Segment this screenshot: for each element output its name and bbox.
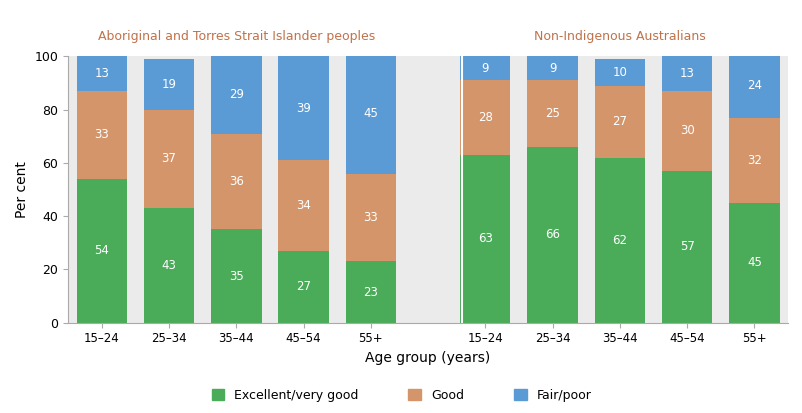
Bar xyxy=(527,56,577,80)
Bar xyxy=(460,56,510,80)
Bar xyxy=(661,56,711,91)
Bar xyxy=(728,118,779,203)
Text: 27: 27 xyxy=(296,280,310,293)
Bar xyxy=(728,54,779,118)
Text: Non-Indigenous Australians: Non-Indigenous Australians xyxy=(533,30,705,43)
Text: 57: 57 xyxy=(678,240,694,253)
Text: 25: 25 xyxy=(545,107,559,120)
Bar xyxy=(278,251,329,323)
Text: 9: 9 xyxy=(548,62,556,75)
Bar xyxy=(460,80,510,155)
Text: 45: 45 xyxy=(363,107,378,120)
Bar xyxy=(661,171,711,323)
X-axis label: Age group (years): Age group (years) xyxy=(365,351,490,365)
Text: 30: 30 xyxy=(678,124,694,138)
Text: 66: 66 xyxy=(545,228,559,241)
Legend: Excellent/very good, Good, Fair/poor: Excellent/very good, Good, Fair/poor xyxy=(206,384,596,407)
Text: 33: 33 xyxy=(95,128,109,141)
Text: 24: 24 xyxy=(746,79,761,92)
Bar xyxy=(527,80,577,147)
Text: 33: 33 xyxy=(363,211,378,224)
Text: 63: 63 xyxy=(477,232,492,245)
Bar xyxy=(345,54,395,173)
Bar xyxy=(144,208,194,323)
Bar xyxy=(460,155,510,323)
Text: 29: 29 xyxy=(229,88,244,102)
Bar xyxy=(527,147,577,323)
Bar xyxy=(345,173,395,261)
Text: 43: 43 xyxy=(161,259,176,272)
Text: 45: 45 xyxy=(746,256,761,269)
Text: 34: 34 xyxy=(296,199,310,212)
Text: 10: 10 xyxy=(612,66,626,79)
Text: 37: 37 xyxy=(161,152,176,165)
Bar xyxy=(345,261,395,323)
Text: 23: 23 xyxy=(363,285,378,299)
Bar xyxy=(211,133,261,230)
Y-axis label: Per cent: Per cent xyxy=(15,161,29,218)
Bar xyxy=(278,160,329,251)
Text: 19: 19 xyxy=(161,78,176,91)
Bar xyxy=(661,91,711,171)
Text: 36: 36 xyxy=(229,175,244,188)
Text: 28: 28 xyxy=(477,111,492,124)
Text: 13: 13 xyxy=(95,67,109,80)
Bar xyxy=(76,91,127,179)
Bar xyxy=(76,56,127,91)
Text: 27: 27 xyxy=(612,115,626,128)
Bar xyxy=(144,59,194,109)
Bar xyxy=(728,203,779,323)
Text: 13: 13 xyxy=(678,67,694,80)
Text: 54: 54 xyxy=(95,244,109,257)
Text: Aboriginal and Torres Strait Islander peoples: Aboriginal and Torres Strait Islander pe… xyxy=(98,30,375,43)
Bar xyxy=(593,85,644,157)
Text: 9: 9 xyxy=(481,62,488,75)
Bar xyxy=(278,56,329,160)
Text: 32: 32 xyxy=(746,154,761,167)
Bar xyxy=(593,157,644,323)
Bar xyxy=(593,59,644,85)
Text: 62: 62 xyxy=(612,234,626,247)
Bar xyxy=(211,230,261,323)
Bar xyxy=(76,179,127,323)
Bar xyxy=(144,109,194,208)
Bar xyxy=(211,56,261,133)
Text: 39: 39 xyxy=(296,102,310,115)
Text: 35: 35 xyxy=(229,270,244,282)
